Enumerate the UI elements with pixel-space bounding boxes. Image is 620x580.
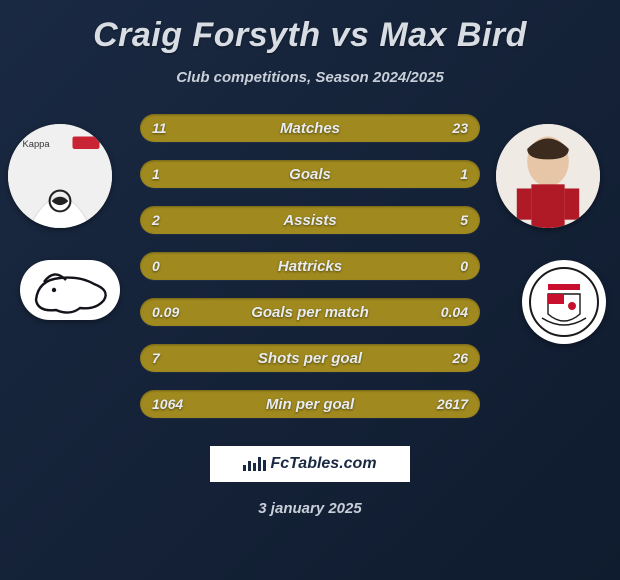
footer-date: 3 january 2025 xyxy=(258,500,361,517)
stat-label: Goals xyxy=(289,166,331,183)
stat-right-value: 23 xyxy=(452,120,468,136)
stat-row-goals: 1 Goals 1 xyxy=(140,160,480,188)
stat-right-value: 0 xyxy=(460,258,468,274)
stat-right-value: 5 xyxy=(460,212,468,228)
stat-label: Min per goal xyxy=(266,396,354,413)
stats-area: 11 Matches 23 1 Goals 1 2 Assists 5 0 Ha… xyxy=(0,114,620,418)
comparison-card: Craig Forsyth vs Max Bird Club competiti… xyxy=(0,0,620,580)
page-title: Craig Forsyth vs Max Bird xyxy=(93,16,527,55)
stat-left-value: 2 xyxy=(152,212,160,228)
stat-label: Goals per match xyxy=(251,304,369,321)
stat-row-min-per-goal: 1064 Min per goal 2617 xyxy=(140,390,480,418)
stat-right-value: 1 xyxy=(460,166,468,182)
stat-left-value: 0 xyxy=(152,258,160,274)
stat-label: Shots per goal xyxy=(258,350,362,367)
stat-right-value: 0.04 xyxy=(441,304,468,320)
stat-left-value: 1 xyxy=(152,166,160,182)
stat-bars: 11 Matches 23 1 Goals 1 2 Assists 5 0 Ha… xyxy=(140,114,480,418)
stat-row-shots-per-goal: 7 Shots per goal 26 xyxy=(140,344,480,372)
footer-site-text: FcTables.com xyxy=(270,455,376,473)
stat-left-value: 1064 xyxy=(152,396,183,412)
stat-row-assists: 2 Assists 5 xyxy=(140,206,480,234)
stat-row-hattricks: 0 Hattricks 0 xyxy=(140,252,480,280)
stat-left-value: 7 xyxy=(152,350,160,366)
stat-right-value: 26 xyxy=(452,350,468,366)
stat-right-value: 2617 xyxy=(437,396,468,412)
subtitle: Club competitions, Season 2024/2025 xyxy=(176,69,444,86)
stat-label: Assists xyxy=(283,212,336,229)
stat-label: Matches xyxy=(280,120,340,137)
stat-row-matches: 11 Matches 23 xyxy=(140,114,480,142)
footer-site-logo: FcTables.com xyxy=(210,446,410,482)
stat-left-value: 0.09 xyxy=(152,304,179,320)
stat-left-value: 11 xyxy=(152,120,167,136)
chart-icon xyxy=(243,457,266,471)
stat-label: Hattricks xyxy=(278,258,342,275)
stat-row-goals-per-match: 0.09 Goals per match 0.04 xyxy=(140,298,480,326)
